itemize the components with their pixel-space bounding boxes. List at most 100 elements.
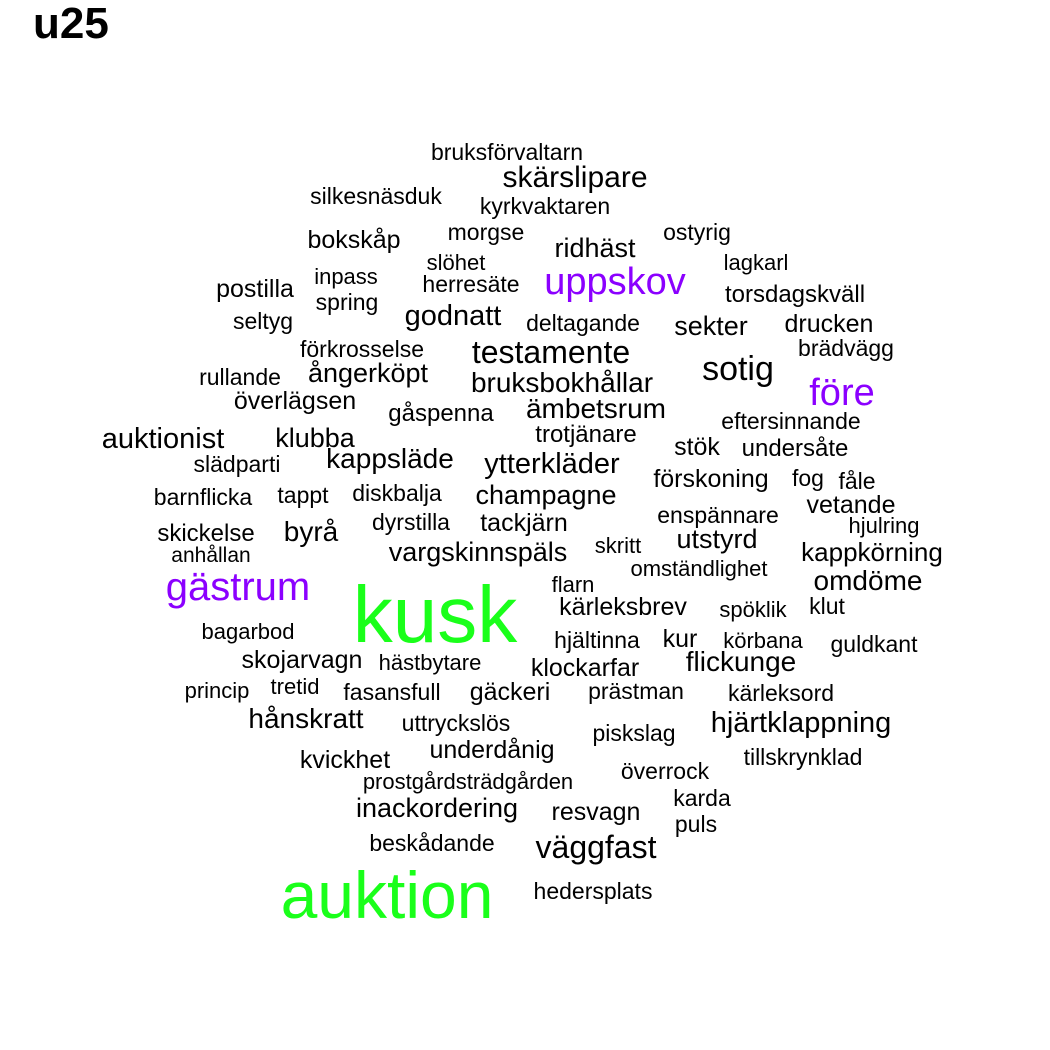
cloud-word: kärleksord	[728, 680, 834, 706]
cloud-word: flarn	[552, 572, 595, 597]
cloud-word: fasansfull	[343, 679, 440, 705]
cloud-word: brädvägg	[798, 335, 894, 361]
cloud-word: ridhäst	[554, 233, 636, 263]
cloud-word: gåspenna	[388, 400, 494, 427]
cloud-word: morgse	[448, 219, 525, 245]
cloud-word: bruksförvaltarn	[431, 139, 583, 165]
cloud-word: prostgårdsträdgården	[363, 769, 573, 794]
cloud-word: eftersinnande	[721, 408, 860, 434]
cloud-word: kyrkvaktaren	[480, 193, 610, 219]
cloud-word: omdöme	[814, 565, 923, 596]
cloud-word: drucken	[785, 310, 874, 338]
cloud-word: diskbalja	[352, 480, 442, 506]
cloud-word: bokskåp	[307, 226, 400, 254]
cloud-word: ostyrig	[663, 219, 731, 245]
cloud-word: piskslag	[592, 720, 675, 746]
cloud-word: skojarvagn	[242, 646, 363, 674]
cloud-word: underdånig	[429, 736, 554, 764]
cloud-word: hjältinna	[554, 627, 640, 653]
cloud-word: klut	[809, 593, 845, 619]
cloud-word: överrock	[621, 758, 710, 784]
cloud-word: förkrosselse	[300, 336, 424, 362]
cloud-word: bruksbokhållar	[471, 367, 653, 398]
cloud-word: champagne	[475, 480, 616, 510]
cloud-word: prästman	[588, 678, 684, 704]
cloud-word: slädparti	[194, 451, 281, 477]
cloud-word: silkesnäsduk	[310, 183, 442, 209]
cloud-word: hedersplats	[534, 878, 653, 904]
cloud-word: tretid	[271, 674, 320, 699]
cloud-word: sotig	[702, 350, 774, 388]
cloud-word: slöhet	[427, 250, 486, 275]
cloud-word: inackordering	[356, 793, 518, 823]
cloud-word: undersåte	[742, 435, 849, 462]
cloud-word: hjärtklappning	[711, 707, 892, 739]
cloud-word: vetande	[807, 491, 896, 519]
cloud-word: utstyrd	[676, 524, 757, 554]
cloud-word: kärleksbrev	[559, 593, 687, 621]
cloud-word: spring	[316, 289, 379, 315]
cloud-word: överlägsen	[234, 387, 356, 415]
cloud-word: princip	[185, 678, 250, 703]
cloud-word: kappkörning	[801, 537, 943, 567]
cloud-word: barnflicka	[154, 484, 253, 510]
cloud-word: före	[809, 372, 874, 414]
cloud-word: deltagande	[526, 310, 640, 336]
cloud-word: förskoning	[653, 465, 768, 493]
cloud-word: ångerköpt	[308, 358, 429, 388]
cloud-word: kusk	[353, 570, 518, 659]
cloud-word: tillskrynklad	[744, 744, 863, 770]
cloud-word: klubba	[275, 423, 356, 453]
cloud-word: ämbetsrum	[526, 393, 666, 424]
cloud-word: fog	[792, 465, 824, 491]
cloud-word: hästbytare	[379, 650, 482, 675]
cloud-word: inpass	[314, 264, 378, 289]
page-title: u25	[33, 0, 109, 48]
cloud-word: byrå	[284, 516, 339, 547]
cloud-word: puls	[675, 811, 717, 837]
cloud-word: guldkant	[831, 631, 919, 657]
cloud-word: beskådande	[369, 830, 494, 856]
cloud-word: godnatt	[405, 300, 502, 332]
cloud-word: väggfast	[536, 829, 657, 865]
cloud-word: gäckeri	[470, 678, 551, 706]
cloud-word: kur	[663, 625, 698, 653]
cloud-word: postilla	[216, 275, 294, 303]
cloud-word: klockarfar	[531, 654, 639, 682]
cloud-word: seltyg	[233, 308, 293, 334]
cloud-word: spöklik	[719, 597, 787, 622]
cloud-word: auktionist	[102, 423, 225, 455]
cloud-word: lagkarl	[724, 250, 789, 275]
cloud-word: flickunge	[686, 646, 797, 677]
cloud-word: trotjänare	[535, 421, 636, 448]
cloud-word: enspännare	[657, 502, 779, 528]
cloud-word: gästrum	[166, 565, 311, 609]
cloud-word: torsdagskväll	[725, 281, 865, 308]
cloud-word: testamente	[472, 334, 630, 370]
cloud-word: hjulring	[849, 513, 920, 538]
cloud-word: herresäte	[422, 271, 519, 297]
cloud-word: fåle	[838, 468, 875, 494]
cloud-word: skritt	[595, 533, 641, 558]
cloud-word: ytterkläder	[484, 448, 620, 480]
cloud-word: omständlighet	[631, 556, 768, 581]
cloud-word: auktion	[281, 858, 494, 932]
cloud-word: bagarbod	[202, 619, 295, 644]
cloud-word: vargskinnspäls	[389, 537, 568, 567]
cloud-word: skickelse	[157, 520, 254, 547]
cloud-word: karda	[673, 785, 731, 811]
cloud-word: resvagn	[552, 798, 641, 826]
cloud-word: uppskov	[544, 261, 686, 303]
cloud-word: tackjärn	[480, 509, 568, 537]
cloud-word: skärslipare	[502, 161, 647, 194]
cloud-word: kvickhet	[300, 746, 390, 774]
cloud-word: tappt	[277, 482, 329, 508]
cloud-word: uttryckslös	[402, 710, 511, 736]
cloud-word: sekter	[674, 311, 748, 341]
cloud-word: körbana	[723, 628, 803, 653]
cloud-word: stök	[674, 433, 720, 461]
cloud-word: anhållan	[171, 544, 250, 567]
cloud-word: dyrstilla	[372, 509, 450, 535]
